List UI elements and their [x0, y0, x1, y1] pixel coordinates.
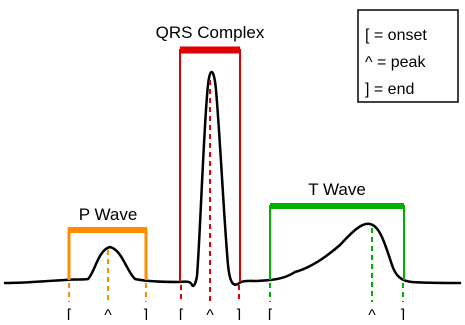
- t-onset-marker: [: [268, 307, 273, 320]
- t-wave-bracket: [269, 203, 405, 302]
- p-end-marker: ]: [144, 307, 148, 320]
- t-end-marker: ]: [401, 307, 405, 320]
- t-wave-markers: [ ^ ]: [268, 307, 405, 324]
- legend-end: ] = end: [365, 81, 414, 98]
- qrs-markers: [ ^ ]: [179, 307, 241, 324]
- qrs-complex-bracket: [179, 46, 241, 302]
- legend-box: [ = onset ^ = peak ] = end: [357, 9, 459, 103]
- p-wave-bracket: [67, 227, 148, 302]
- t-peak-marker: ^: [368, 307, 376, 320]
- qrs-end-marker: ]: [237, 307, 241, 320]
- ecg-trace: [3, 70, 462, 287]
- qrs-complex-label: QRS Complex: [156, 23, 265, 42]
- t-wave-label: T Wave: [308, 180, 366, 199]
- p-onset-marker: [: [67, 307, 72, 320]
- legend-onset: [ = onset: [365, 27, 427, 44]
- p-peak-marker: ^: [104, 307, 112, 320]
- p-wave-label: P Wave: [79, 205, 138, 224]
- legend-peak: ^ = peak: [365, 54, 426, 71]
- p-wave-markers: [ ^ ]: [67, 307, 148, 324]
- qrs-onset-marker: [: [179, 307, 184, 320]
- qrs-peak-marker: ^: [206, 307, 214, 320]
